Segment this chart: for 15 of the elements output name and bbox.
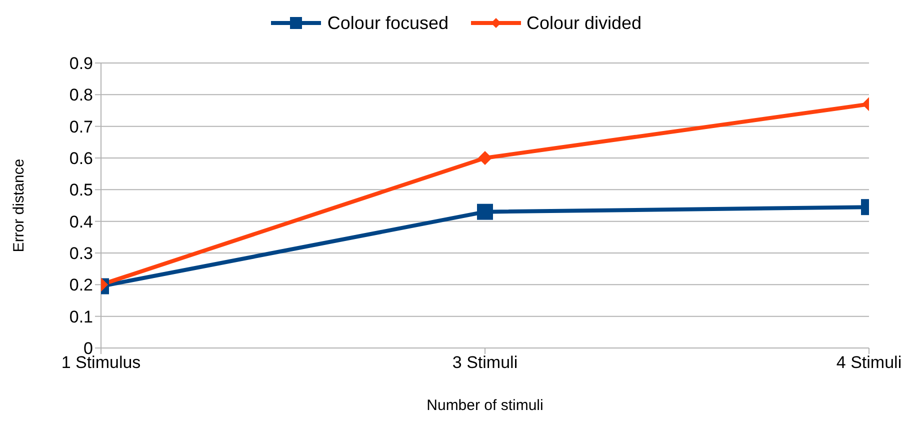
x-axis-title: Number of stimuli <box>426 397 544 414</box>
y-tick-label: 0.6 <box>69 149 93 168</box>
y-tick-label: 0.9 <box>69 54 93 74</box>
legend-label: Colour divided <box>526 12 642 34</box>
x-tick-label: 3 Stimuli <box>452 353 518 372</box>
y-tick-label: 0.7 <box>69 117 93 136</box>
y-tick-label: 0.2 <box>69 276 93 295</box>
y-tick-label: 0.5 <box>69 180 93 200</box>
y-tick-label: 0.1 <box>69 307 93 326</box>
legend-label: Colour focused <box>327 12 448 34</box>
y-tick-label: 0.4 <box>69 212 93 232</box>
y-tick-label: 0.3 <box>69 244 93 264</box>
y-axis-title: Error distance <box>10 158 28 252</box>
x-tick-label: 4 Stimuli <box>836 353 902 372</box>
y-tick-label: 0.8 <box>69 86 93 105</box>
